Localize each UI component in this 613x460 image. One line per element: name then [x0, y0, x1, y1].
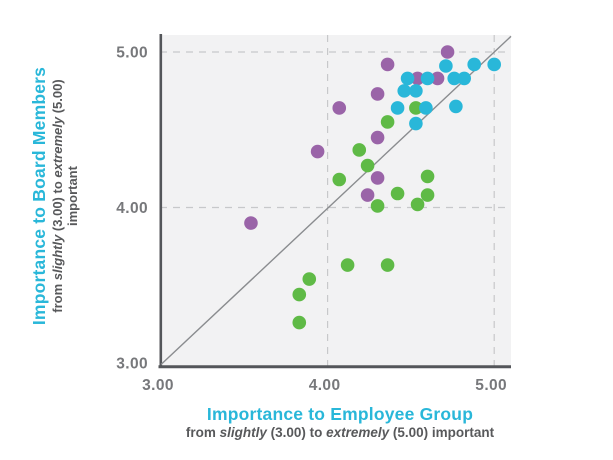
data-point-green: [390, 186, 405, 201]
data-point-purple: [370, 130, 385, 145]
data-point-cyan: [449, 99, 463, 114]
data-point-green: [292, 287, 307, 302]
data-point-green: [380, 115, 395, 129]
data-point-green: [352, 143, 367, 157]
data-point-green: [302, 272, 317, 286]
data-point-purple: [430, 71, 445, 86]
data-point-cyan: [419, 101, 433, 115]
data-point-green: [360, 158, 375, 173]
data-point-purple: [332, 101, 347, 115]
data-point-green: [410, 197, 425, 212]
data-point-cyan: [409, 116, 423, 131]
data-point-green: [420, 169, 435, 184]
data-point-cyan: [390, 101, 405, 115]
y-tick-label: 3.00: [116, 356, 148, 373]
data-point-green: [370, 199, 385, 213]
data-point-green: [420, 188, 435, 202]
x-axis-title: Importance to Employee Group: [206, 404, 474, 424]
data-point-cyan: [420, 71, 435, 86]
data-point-purple: [380, 57, 395, 72]
data-point-cyan: [467, 57, 482, 72]
x-axis-subtitle: from slightly (3.00) to extremely (5.00)…: [185, 425, 495, 441]
data-point-purple: [410, 71, 425, 86]
y-tick-label: 4.00: [116, 200, 148, 217]
data-point-cyan: [397, 84, 412, 98]
data-point-green: [340, 258, 355, 272]
data-point-green: [409, 101, 423, 115]
x-tick-label: 3.00: [142, 377, 174, 394]
diagonal-reference-line: [160, 35, 512, 366]
y-axis-subtitle: from slightly (3.00) to extremely (5.00)…: [50, 79, 81, 313]
y-axis-title: Importance to Board Members: [29, 66, 49, 326]
data-point-cyan: [439, 59, 453, 73]
x-tick-label: 5.00: [475, 377, 507, 394]
y-tick-label: 5.00: [116, 45, 148, 62]
data-point-cyan: [457, 71, 472, 86]
data-point-cyan: [447, 71, 462, 86]
data-point-purple: [370, 87, 385, 101]
data-point-purple: [360, 188, 375, 202]
x-axis-title-block: Importance to Employee Group from slight…: [155, 404, 525, 441]
data-point-purple: [310, 144, 325, 159]
data-point-green: [292, 315, 307, 330]
y-axis-title-block: Importance to Board Members from slightl…: [29, 27, 93, 365]
data-point-cyan: [409, 84, 423, 98]
data-point-green: [332, 172, 347, 187]
data-point-green: [380, 258, 395, 272]
data-point-purple: [370, 171, 385, 185]
data-point-purple: [244, 216, 258, 230]
data-point-cyan: [487, 57, 502, 72]
data-point-purple: [440, 45, 455, 59]
x-tick-label: 4.00: [309, 377, 341, 394]
data-point-cyan: [400, 71, 415, 86]
